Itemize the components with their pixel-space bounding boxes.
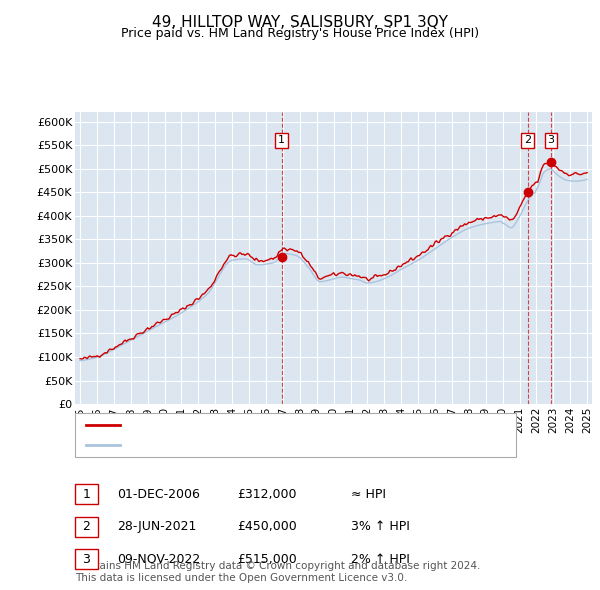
Text: 1: 1 [278,135,285,145]
Text: 1: 1 [82,488,91,501]
Text: HPI: Average price, detached house, Wiltshire: HPI: Average price, detached house, Wilt… [126,440,381,450]
Text: 01-DEC-2006: 01-DEC-2006 [117,488,200,501]
Text: £450,000: £450,000 [237,520,297,533]
Text: 49, HILLTOP WAY, SALISBURY, SP1 3QY (detached house): 49, HILLTOP WAY, SALISBURY, SP1 3QY (det… [126,420,443,430]
Text: Contains HM Land Registry data © Crown copyright and database right 2024.
This d: Contains HM Land Registry data © Crown c… [75,561,481,583]
Text: 3: 3 [82,553,91,566]
Text: 2% ↑ HPI: 2% ↑ HPI [351,553,410,566]
Text: 09-NOV-2022: 09-NOV-2022 [117,553,200,566]
Text: £312,000: £312,000 [237,488,296,501]
Text: 2: 2 [524,135,532,145]
Text: 3% ↑ HPI: 3% ↑ HPI [351,520,410,533]
Text: 3: 3 [547,135,554,145]
Text: 2: 2 [82,520,91,533]
Text: ≈ HPI: ≈ HPI [351,488,386,501]
Text: 49, HILLTOP WAY, SALISBURY, SP1 3QY: 49, HILLTOP WAY, SALISBURY, SP1 3QY [152,15,448,30]
Text: Price paid vs. HM Land Registry's House Price Index (HPI): Price paid vs. HM Land Registry's House … [121,27,479,40]
Text: £515,000: £515,000 [237,553,297,566]
Text: 28-JUN-2021: 28-JUN-2021 [117,520,196,533]
